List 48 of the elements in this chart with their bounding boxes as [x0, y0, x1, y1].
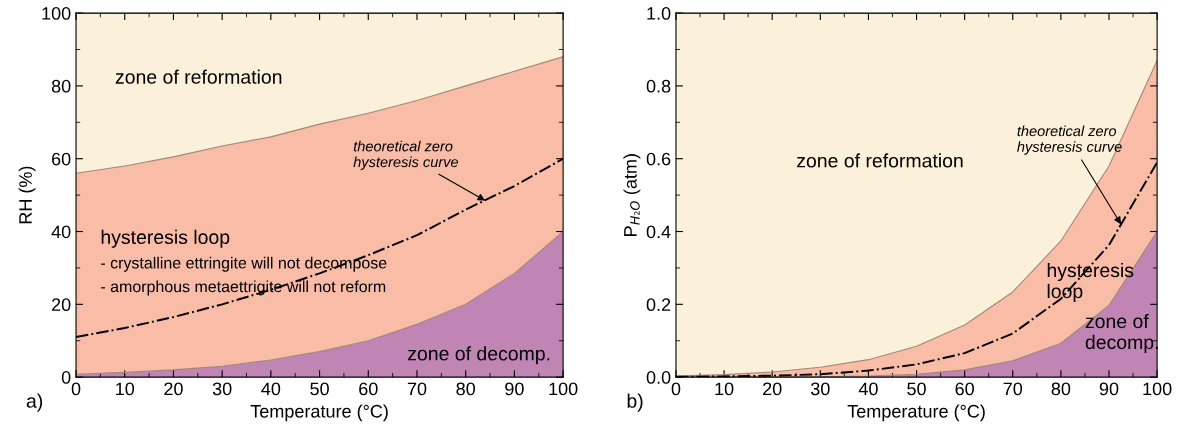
- x-tick-label: 30: [810, 382, 830, 396]
- x-tick-label: 100: [549, 382, 578, 396]
- x-tick-label: 90: [1099, 382, 1119, 396]
- y-tick-label: 100: [42, 7, 71, 20]
- y-tick-label: 40: [51, 225, 71, 239]
- annotation: theoretical zero hysteresis curve: [353, 140, 459, 171]
- x-axis-title: Temperature (°C): [847, 404, 985, 422]
- annotation: hysteresis loop: [101, 229, 230, 248]
- y-tick-label: 80: [51, 79, 71, 93]
- y-tick-label: 0.2: [646, 298, 671, 312]
- y-tick-label: 0.8: [646, 79, 671, 93]
- x-tick-label: 0: [671, 382, 681, 396]
- y-tick-label: 1.0: [647, 7, 671, 20]
- y-axis-title: P$_{H₂O}$ (atm): [623, 154, 641, 236]
- x-tick-label: 70: [407, 382, 427, 396]
- x-tick-label: 40: [858, 382, 878, 396]
- x-tick-label: 10: [116, 382, 135, 396]
- annotation: theoretical zero hysteresis curve: [1017, 125, 1122, 155]
- text: b): [627, 393, 643, 412]
- x-tick-label: 0: [71, 382, 81, 396]
- x-tick-label: 90: [505, 382, 524, 396]
- x-tick-label: 20: [763, 382, 782, 396]
- y-tick-label: 0: [61, 371, 71, 384]
- x-tick-label: 20: [164, 382, 183, 396]
- x-tick-label: 50: [907, 382, 926, 396]
- x-tick-label: 60: [955, 382, 974, 396]
- x-tick-label: 100: [1143, 382, 1172, 396]
- x-tick-label: 40: [261, 382, 281, 396]
- x-tick-label: 70: [1003, 382, 1023, 396]
- annotation: zone of decomp.: [408, 346, 550, 365]
- y-tick-label: 0.0: [646, 371, 671, 384]
- x-tick-label: 80: [456, 382, 476, 396]
- annotation: zone of reformation: [797, 153, 963, 168]
- text: a): [26, 393, 43, 412]
- y-tick-label: 0.6: [646, 152, 671, 166]
- x-tick-label: 60: [359, 382, 378, 396]
- x-tick-label: 30: [212, 382, 232, 396]
- annotation: zone of reformation: [115, 69, 282, 84]
- x-axis-title: Temperature (°C): [250, 404, 388, 422]
- y-tick-label: 60: [52, 152, 71, 166]
- y-tick-label: 0.4: [646, 225, 671, 239]
- y-axis-title: RH (%): [18, 166, 36, 224]
- annotation: - amorphous metaettrigite will not reform: [101, 280, 386, 296]
- x-tick-label: 10: [715, 382, 734, 396]
- x-tick-label: 50: [310, 382, 329, 396]
- y-tick-label: 20: [52, 298, 71, 312]
- x-tick-label: 80: [1051, 382, 1071, 396]
- annotation: hysteresis loop: [1047, 262, 1134, 303]
